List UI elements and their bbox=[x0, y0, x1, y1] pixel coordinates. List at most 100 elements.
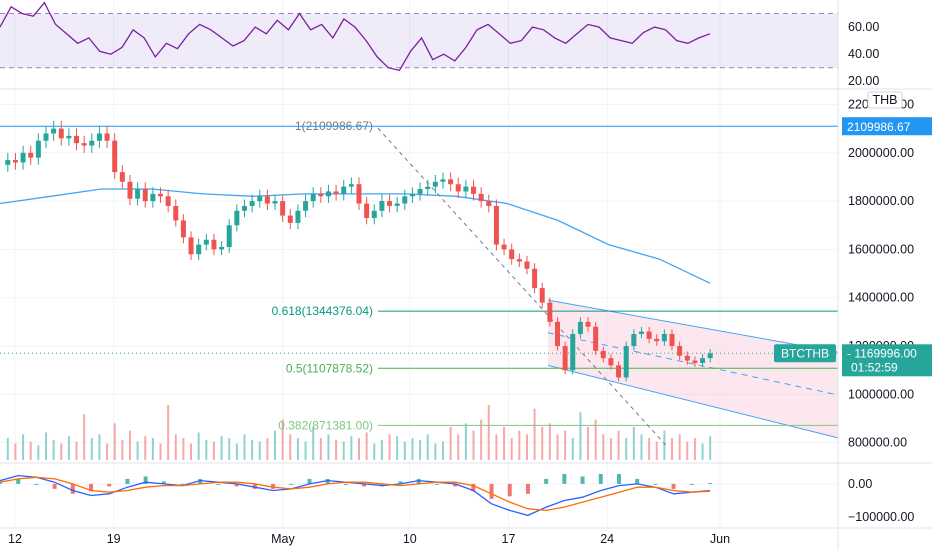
macd-histogram-bar bbox=[325, 478, 330, 484]
volume-bar bbox=[335, 439, 338, 460]
candle-body bbox=[631, 333, 637, 347]
candle-body bbox=[119, 172, 125, 182]
candle-body bbox=[432, 181, 438, 187]
candle-body bbox=[196, 244, 202, 255]
currency-label: THB bbox=[873, 93, 898, 107]
candle-body bbox=[707, 353, 713, 359]
volume-bar bbox=[663, 430, 666, 460]
macd-pane[interactable] bbox=[0, 473, 712, 517]
candle-body bbox=[51, 128, 57, 134]
candle-body bbox=[20, 152, 26, 163]
volume-bar bbox=[350, 436, 353, 460]
volume-bar bbox=[373, 443, 376, 460]
volume-bar bbox=[90, 438, 93, 460]
time-tick-label: 10 bbox=[403, 532, 417, 546]
candle-body bbox=[448, 179, 454, 185]
volume-bar bbox=[37, 445, 40, 460]
candle-body bbox=[425, 186, 431, 190]
volume-bar bbox=[159, 443, 162, 460]
price-tick-label: 800000.00 bbox=[848, 436, 907, 450]
volume-bar bbox=[548, 423, 551, 460]
volume-bar bbox=[113, 423, 116, 460]
volume-bar bbox=[342, 441, 345, 460]
candle-body bbox=[219, 247, 225, 250]
price-pane[interactable]: 1(2109986.67)0.618(1344376.04)0.5(110787… bbox=[0, 119, 839, 460]
volume-bar bbox=[212, 441, 215, 460]
price-tick-label: 1800000.00 bbox=[848, 194, 914, 208]
candle-body bbox=[387, 201, 393, 206]
moving-average-line bbox=[0, 188, 711, 284]
candle-body bbox=[272, 201, 278, 204]
rsi-pane[interactable] bbox=[0, 1, 838, 72]
volume-bar bbox=[274, 430, 277, 460]
volume-bar bbox=[625, 438, 628, 460]
volume-bar bbox=[587, 427, 590, 460]
volume-bar bbox=[403, 441, 406, 460]
candle-body bbox=[524, 261, 530, 269]
price-tick-label: 1400000.00 bbox=[848, 291, 914, 305]
time-tick-label: 12 bbox=[8, 532, 22, 546]
volume-bar bbox=[14, 443, 17, 460]
rsi-tick-label: 20.00 bbox=[848, 74, 879, 88]
price-axis[interactable]: 60.0040.0020.002200000.002000000.0018000… bbox=[774, 20, 932, 524]
volume-bar bbox=[617, 430, 620, 460]
volume-bar bbox=[358, 438, 360, 460]
candle-body bbox=[562, 346, 568, 371]
candle-body bbox=[150, 193, 156, 202]
macd-histogram-bar bbox=[107, 483, 112, 487]
candle-body bbox=[417, 189, 423, 194]
volume-bar bbox=[419, 439, 422, 460]
candle-body bbox=[463, 186, 469, 192]
volume-bar bbox=[464, 423, 467, 460]
macd-histogram-bar bbox=[653, 483, 658, 485]
macd-tick-label: −100000.00 bbox=[848, 510, 914, 524]
macd-histogram-bar bbox=[398, 481, 403, 484]
macd-histogram-bar bbox=[180, 483, 185, 485]
volume-bar bbox=[182, 438, 185, 460]
volume-bar bbox=[136, 441, 139, 460]
candle-body bbox=[478, 193, 484, 202]
volume-bar bbox=[174, 434, 177, 460]
volume-bar bbox=[564, 430, 567, 460]
time-axis[interactable]: 12 19 May 10 17 24 Jun bbox=[8, 532, 730, 546]
candle-body bbox=[669, 333, 675, 347]
candle-body bbox=[654, 338, 660, 342]
macd-histogram-bar bbox=[89, 483, 94, 492]
volume-bar bbox=[327, 434, 330, 460]
volume-bar bbox=[441, 441, 444, 460]
countdown-label: 01:52:59 bbox=[851, 360, 898, 374]
volume-bar bbox=[686, 441, 689, 460]
time-tick-label: 24 bbox=[600, 532, 614, 546]
candle-body bbox=[356, 184, 362, 204]
candle-body bbox=[104, 133, 110, 141]
volume-bar bbox=[434, 443, 437, 460]
volume-bar bbox=[44, 432, 47, 460]
high-price-tag-label: 2109986.67 bbox=[847, 120, 911, 134]
volume-bar bbox=[304, 441, 307, 460]
volume-bar bbox=[190, 443, 193, 460]
time-tick-label: May bbox=[271, 532, 295, 546]
candle-body bbox=[12, 160, 18, 163]
volume-bar bbox=[151, 438, 154, 460]
volume-bar bbox=[205, 439, 208, 460]
candle-body bbox=[402, 196, 408, 204]
macd-histogram-bar bbox=[489, 483, 494, 499]
candle-body bbox=[211, 239, 217, 250]
volume-bar bbox=[541, 427, 544, 460]
candle-body bbox=[89, 140, 95, 146]
candle-body bbox=[554, 321, 560, 347]
candle-body bbox=[493, 205, 499, 245]
candle-body bbox=[5, 160, 11, 165]
candle-body bbox=[226, 225, 232, 248]
macd-histogram-bar bbox=[671, 483, 676, 489]
volume-bar bbox=[594, 419, 597, 460]
candle-body bbox=[638, 331, 644, 334]
candle-body bbox=[173, 205, 179, 221]
macd-histogram-bar bbox=[143, 476, 148, 484]
volume-bar bbox=[655, 441, 658, 460]
candle-body bbox=[700, 358, 706, 363]
volume-bar bbox=[518, 430, 521, 460]
candle-body bbox=[303, 201, 309, 211]
volume-bar bbox=[678, 434, 681, 460]
